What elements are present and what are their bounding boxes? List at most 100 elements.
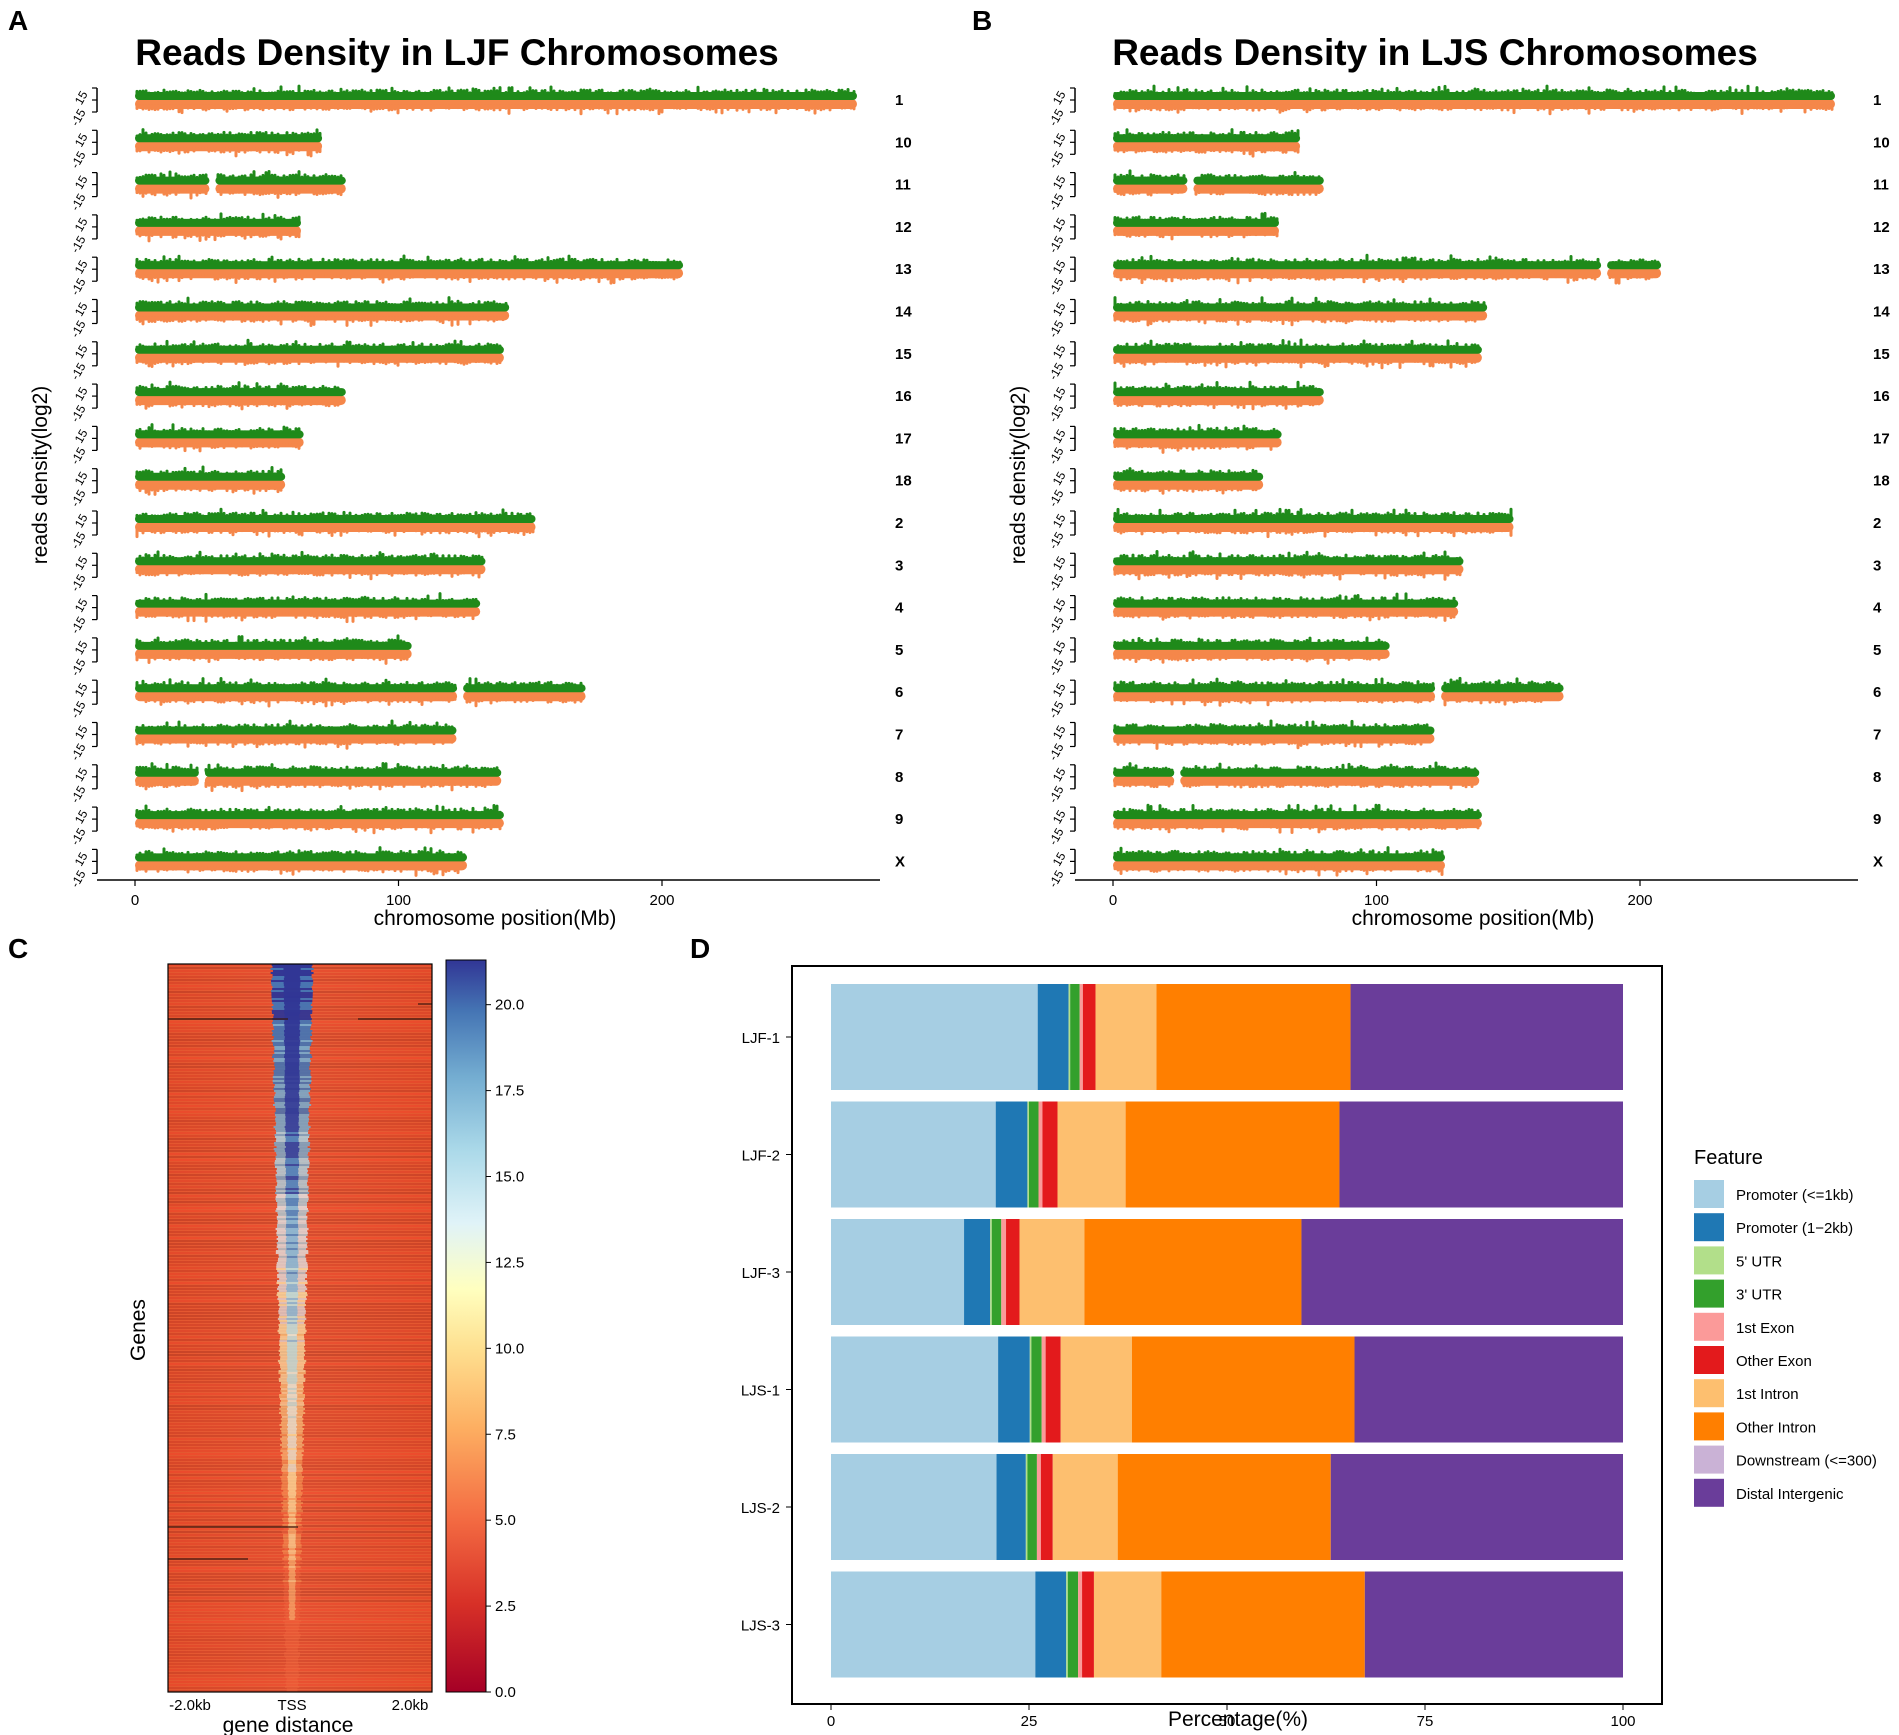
heatmap-signal — [285, 1134, 300, 1136]
heatmap-signal — [287, 1512, 297, 1514]
track-tick-label: 15 — [1050, 511, 1069, 530]
heatmap-signal — [284, 1028, 300, 1030]
upper-density-points — [135, 296, 508, 307]
heatmap-signal — [285, 1266, 299, 1268]
heatmap-signal — [286, 1300, 298, 1302]
chromosome-track: 15-15 5 — [1046, 636, 1881, 678]
stacked-bar-segment — [1060, 1336, 1132, 1443]
heatmap-signal — [284, 1570, 300, 1572]
chromosome-label: 2 — [1873, 515, 1881, 532]
chromosome-label: 16 — [895, 388, 912, 405]
heatmap-row — [168, 1621, 432, 1623]
heatmap-signal — [283, 1616, 301, 1618]
stacked-bar-segment — [1339, 1101, 1623, 1208]
heatmap-row — [168, 1564, 432, 1566]
heatmap-signal — [286, 1182, 299, 1184]
stacked-bar-segment — [1041, 1336, 1046, 1443]
heatmap-signal — [282, 1568, 302, 1570]
legend-label: 1st Intron — [1736, 1386, 1799, 1403]
upper-density-points — [135, 719, 454, 730]
chromosome-label: 15 — [1873, 346, 1890, 363]
heatmap-row — [168, 1615, 432, 1617]
heatmap-row — [168, 1501, 432, 1503]
heatmap-signal — [286, 1218, 299, 1220]
stacked-bar-segment — [1156, 984, 1351, 1090]
track-tick-label: 15 — [72, 680, 91, 699]
track-tick-label: -15 — [68, 191, 89, 213]
stacked-bar-segment — [1082, 984, 1096, 1090]
heatmap-signal — [284, 1586, 300, 1588]
stacked-bar-segment — [964, 1219, 991, 1325]
stacked-bar-segment — [998, 1336, 1030, 1443]
category-label: LJS-2 — [741, 1500, 780, 1517]
chromosome-label: 14 — [1873, 304, 1890, 321]
heatmap-signal — [287, 1426, 297, 1428]
heatmap-signal — [288, 1546, 296, 1548]
track-tick-label: 15 — [1050, 342, 1069, 361]
heatmap-signal — [285, 1610, 299, 1612]
heatmap-signal — [288, 1528, 296, 1530]
chromosome-label: 17 — [895, 430, 912, 447]
heatmap-signal — [281, 1562, 303, 1564]
heatmap-signal — [287, 1338, 298, 1340]
heatmap-signal — [285, 1208, 299, 1210]
stacked-bar-segment — [1006, 1219, 1020, 1325]
lower-density-points — [135, 400, 343, 411]
lower-density-points — [1113, 527, 1513, 539]
chromosome-track: 15-15 6 — [68, 677, 903, 721]
heatmap-signal — [285, 1068, 299, 1070]
heatmap-signal — [284, 1074, 300, 1076]
track-tick-label: 15 — [1050, 850, 1069, 869]
heatmap-signal — [284, 1044, 300, 1046]
heatmap-signal — [283, 1540, 301, 1542]
heatmap-signal — [287, 1420, 297, 1422]
heatmap-signal — [286, 1184, 299, 1186]
heatmap-signal — [283, 1528, 301, 1530]
chromosome-track: 15-15 8 — [1046, 761, 1881, 805]
upper-density-points — [1113, 803, 1480, 815]
heatmap-signal — [285, 1672, 299, 1674]
heatmap-signal — [285, 1120, 299, 1122]
heatmap-signal — [286, 1298, 298, 1300]
track-tick-label: 15 — [1050, 300, 1069, 319]
heatmap-signal — [284, 1624, 300, 1626]
track-tick-label: 15 — [72, 131, 91, 150]
track-tick-label: 15 — [1050, 638, 1069, 657]
heatmap-signal — [285, 1234, 299, 1236]
track-tick-label: 15 — [1050, 427, 1069, 446]
x-axis-title: chromosome position(Mb) — [1352, 907, 1595, 930]
stacked-bar-segment — [1035, 1571, 1067, 1678]
heatmap-row — [168, 1669, 432, 1671]
track-tick-label: -15 — [1046, 868, 1067, 890]
heatmap-signal — [284, 1144, 300, 1146]
x-tick-label: 50 — [1219, 1713, 1236, 1730]
heatmap-signal — [285, 1102, 300, 1104]
stacked-bar-segment — [831, 1454, 997, 1560]
heatmap-row — [168, 1585, 432, 1587]
heatmap-signal — [288, 1598, 296, 1600]
heatmap-signal — [282, 1550, 302, 1552]
heatmap-signal — [287, 1530, 297, 1532]
track-tick-label: 15 — [1050, 723, 1069, 742]
heatmap-signal — [286, 1332, 298, 1334]
heatmap-signal — [283, 1500, 302, 1502]
heatmap-signal — [284, 1644, 300, 1646]
heatmap-signal — [284, 1014, 300, 1016]
heatmap-row — [168, 1492, 432, 1494]
lower-density-points — [1113, 612, 1456, 622]
heatmap-signal — [286, 1678, 298, 1680]
heatmap-signal — [289, 1610, 295, 1612]
track-tick-label: -15 — [1046, 445, 1067, 467]
heatmap-row — [168, 1684, 432, 1686]
heatmap-signal — [284, 1148, 300, 1150]
chromosome-label: 14 — [895, 304, 912, 321]
heatmap-row — [168, 1600, 432, 1602]
heatmap-signal — [285, 1138, 299, 1140]
heatmap-signal — [286, 1318, 298, 1320]
chromosome-label: 9 — [1873, 811, 1881, 828]
heatmap-signal — [285, 1124, 299, 1126]
heatmap-signal — [287, 1404, 298, 1406]
heatmap-signal — [284, 1564, 300, 1566]
heatmap-signal — [287, 1390, 297, 1392]
heatmap-signal — [283, 980, 301, 982]
